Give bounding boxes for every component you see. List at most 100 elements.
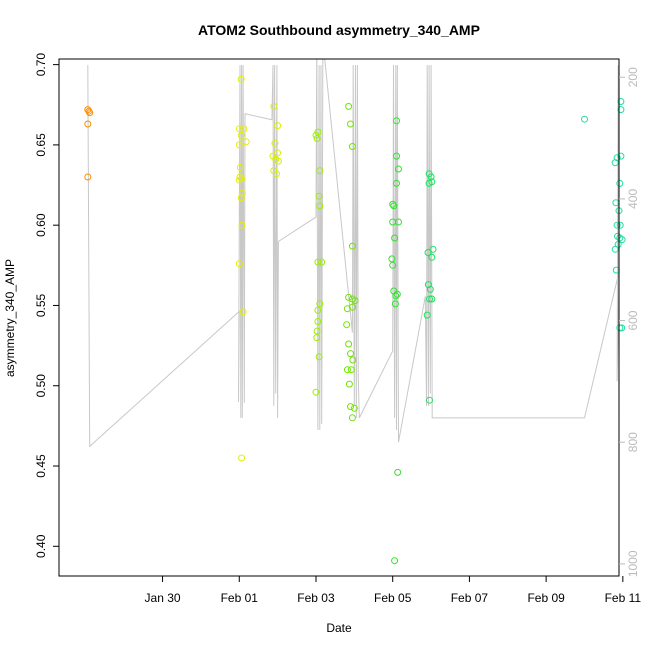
data-point xyxy=(235,260,243,268)
y-tick-label: 0.50 xyxy=(34,374,48,398)
data-point xyxy=(391,300,399,308)
y-tick-label: 0.55 xyxy=(34,293,48,317)
data-point xyxy=(314,306,322,314)
data-point xyxy=(426,295,433,303)
data-point xyxy=(271,139,279,147)
data-point xyxy=(313,327,321,335)
data-point xyxy=(395,218,402,226)
data-point xyxy=(343,321,351,329)
secondary-series-line xyxy=(87,59,619,448)
data-point xyxy=(348,414,356,422)
data-point xyxy=(86,109,94,117)
data-point xyxy=(395,165,402,173)
data-point xyxy=(316,300,324,308)
data-point xyxy=(270,102,278,110)
data-point xyxy=(316,167,324,175)
secondary-line-layer xyxy=(87,59,619,448)
data-point xyxy=(393,179,400,187)
data-point xyxy=(425,179,433,187)
data-point xyxy=(611,245,619,253)
data-point xyxy=(239,308,247,316)
data-point xyxy=(390,202,398,210)
data-point xyxy=(318,258,326,266)
y2-tick-label: 600 xyxy=(626,310,640,330)
x-tick-label: Feb 05 xyxy=(374,591,412,605)
y-tick-label: 0.40 xyxy=(34,534,48,558)
data-point xyxy=(315,353,323,361)
data-point xyxy=(392,292,400,300)
data-point xyxy=(316,202,324,210)
data-point xyxy=(315,192,323,200)
data-point xyxy=(616,179,624,187)
data-point xyxy=(393,290,401,298)
data-point xyxy=(274,122,282,130)
data-point xyxy=(345,102,353,110)
data-point xyxy=(343,305,351,313)
data-point xyxy=(345,380,353,388)
y2-tick-label: 200 xyxy=(626,67,640,87)
data-point xyxy=(235,141,243,149)
data-point xyxy=(429,245,437,253)
y2-tick-label: 1000 xyxy=(626,550,640,577)
data-point xyxy=(616,221,624,229)
data-point xyxy=(348,242,356,250)
x-tick-label: Feb 07 xyxy=(451,591,489,605)
data-point xyxy=(617,98,625,105)
data-point xyxy=(426,285,434,293)
y-axis-label: asymmetry_340_AMP xyxy=(3,259,17,377)
x-axis-label: Date xyxy=(326,621,352,635)
data-point xyxy=(347,366,355,374)
data-point xyxy=(351,297,359,305)
x-tick-label: Feb 09 xyxy=(527,591,565,605)
data-point xyxy=(391,234,399,242)
y-axis: 0.40 0.45 0.50 0.55 0.60 0.65 0.70 xyxy=(34,53,59,558)
data-point xyxy=(393,152,400,160)
data-point xyxy=(581,115,588,123)
data-point xyxy=(242,138,250,146)
data-point xyxy=(84,120,92,128)
data-point xyxy=(237,194,245,202)
data-point xyxy=(427,173,435,181)
data-point xyxy=(235,125,243,133)
data-point xyxy=(274,149,282,157)
data-point xyxy=(314,258,322,266)
data-point xyxy=(314,318,322,325)
data-point xyxy=(613,221,621,229)
data-point xyxy=(312,388,320,396)
data-point xyxy=(423,311,431,319)
data-point xyxy=(348,303,356,311)
data-point xyxy=(347,120,354,128)
x-tick-label: Feb 01 xyxy=(221,591,259,605)
data-point xyxy=(393,117,400,125)
data-point xyxy=(348,143,356,150)
data-point xyxy=(611,159,619,167)
data-point xyxy=(616,324,624,332)
data-point xyxy=(312,131,320,139)
y2-tick-label: 800 xyxy=(626,432,640,452)
y-tick-label: 0.65 xyxy=(34,133,48,157)
data-point xyxy=(424,281,432,289)
x-tick-label: Feb 11 xyxy=(605,591,642,605)
data-point xyxy=(273,170,280,178)
data-point xyxy=(237,75,245,83)
x-axis: Jan 30 Feb 01 Feb 03 Feb 05 Feb 07 Feb 09 Feb … xyxy=(145,576,642,605)
data-point xyxy=(238,221,246,229)
data-point xyxy=(313,334,321,342)
data-point xyxy=(617,152,625,160)
data-point xyxy=(274,157,282,165)
data-point xyxy=(313,135,321,142)
x-tick-label: Feb 03 xyxy=(297,591,335,605)
data-point xyxy=(345,340,353,348)
data-point xyxy=(238,454,246,462)
plot-frame xyxy=(58,58,620,577)
data-point xyxy=(389,200,397,208)
data-point xyxy=(347,350,354,358)
data-point xyxy=(349,356,357,364)
y2-tick-label: 400 xyxy=(626,189,640,209)
data-point xyxy=(428,253,436,261)
points-layer xyxy=(84,75,626,565)
y-tick-label: 0.45 xyxy=(34,454,48,478)
y2-axis-right: 200 400 600 800 1000 xyxy=(619,67,640,577)
data-point xyxy=(235,176,243,184)
